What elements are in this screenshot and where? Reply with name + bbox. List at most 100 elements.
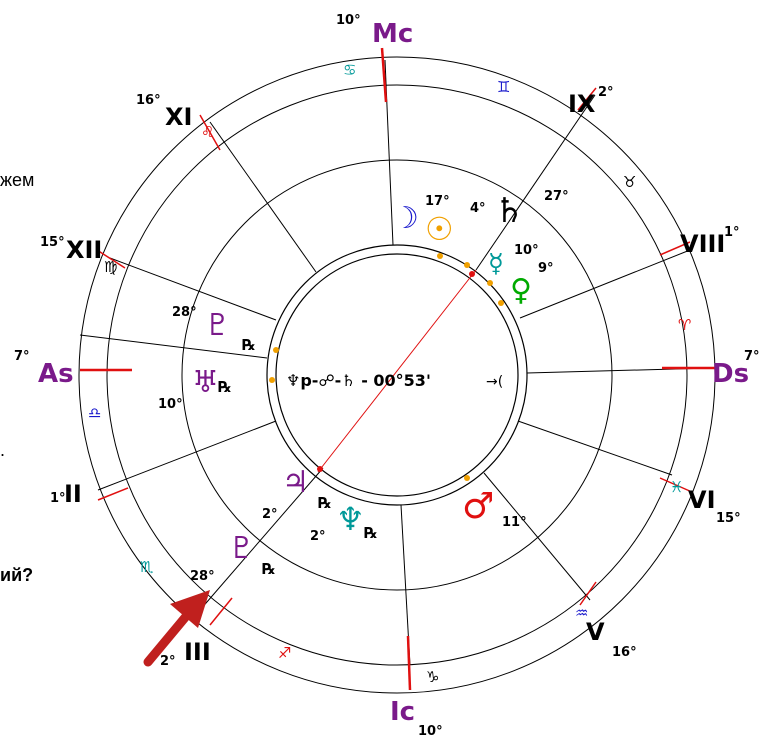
sign-aquarius: ♒ <box>575 604 588 622</box>
sun-degree: 4° <box>470 201 486 216</box>
house-8-degree: 1° <box>724 225 740 240</box>
pluto-glyph: ♇ <box>204 308 231 343</box>
neptune-degree: 2° <box>310 529 326 544</box>
sign-ring <box>106 84 688 666</box>
dot-venus <box>498 300 504 306</box>
dot-mars <box>464 475 470 481</box>
aspect-dot-jupiter <box>317 466 323 472</box>
house-3-label: III <box>184 638 211 666</box>
house-cusps <box>79 59 713 666</box>
house-12-degree: 15° <box>40 235 65 250</box>
house-6-degree: 15° <box>716 511 741 526</box>
outer-ring <box>78 56 716 694</box>
aspect-label: ♆р-☍-♄ - 00°53' <box>286 371 431 390</box>
ds-label: Ds <box>712 359 749 389</box>
cusp-12 <box>109 257 277 321</box>
aspect-dot-saturn <box>469 271 475 277</box>
cusp-8 <box>519 249 691 319</box>
mars-glyph: ♂ <box>462 486 494 527</box>
cusp-3 <box>199 467 324 611</box>
mars-degree: 11° <box>502 515 527 530</box>
house-11-label: XI <box>165 103 192 131</box>
house-2-label: II <box>64 480 82 508</box>
neptune-retro: ℞ <box>364 524 377 542</box>
cusp-5 <box>483 472 591 601</box>
moon-degree: 17° <box>425 194 450 209</box>
mark-11 <box>199 114 221 151</box>
as-degree: 7° <box>14 349 30 364</box>
sign-leo: ♌ <box>201 123 214 141</box>
cusp-11 <box>209 121 317 273</box>
angle-ticks <box>80 47 715 691</box>
saturn-degree: 27° <box>544 189 569 204</box>
mark-3 <box>209 597 233 626</box>
transit-pluto-retro: ℞ <box>262 560 275 578</box>
mc-label: Mc <box>372 19 413 49</box>
mark-12 <box>96 249 126 269</box>
mark-5 <box>579 581 597 606</box>
cusp-1 <box>79 334 268 359</box>
sign-scorpio: ♏ <box>140 558 154 576</box>
transit-pluto-degree: 28° <box>190 569 215 584</box>
sign-libra: ♎ <box>88 404 101 422</box>
ic-degree: 10° <box>418 724 443 739</box>
arrow-shaft <box>143 609 193 667</box>
neptune-glyph: ♆ <box>336 500 365 538</box>
ic-tick <box>406 635 412 691</box>
planet-dots <box>269 253 504 481</box>
cusp-2 <box>97 420 277 491</box>
sign-virgo: ♍ <box>104 258 117 276</box>
inner-ring-inner <box>275 253 519 497</box>
as-label: As <box>38 359 74 389</box>
cusp-6 <box>517 420 673 476</box>
jupiter-glyph: ♃ <box>282 465 309 500</box>
cropped-text-line-1: жем <box>0 170 35 190</box>
mercury-degree: 10° <box>514 243 539 258</box>
house-6-label: VI <box>688 486 716 514</box>
cropped-text-line-2: . <box>0 440 6 460</box>
cusp-marks <box>96 87 693 626</box>
mark-2 <box>97 487 129 501</box>
mark-6 <box>659 477 693 493</box>
mc-tick <box>380 47 388 103</box>
sign-taurus: ♉ <box>623 173 636 191</box>
saturn-glyph: ♄ <box>494 191 524 231</box>
pluto-degree: 28° <box>172 305 197 320</box>
house-2-degree: 1° <box>50 491 66 506</box>
sign-capricorn: ♑ <box>426 668 439 686</box>
cropped-text-line-3: ий? <box>0 565 34 585</box>
house-11-degree: 16° <box>136 93 161 108</box>
arrow-head <box>170 590 210 628</box>
opposition-aspect-line <box>317 269 477 473</box>
venus-glyph: ♀ <box>510 273 532 308</box>
dot-mercury <box>487 280 493 286</box>
house-12-label: XII <box>66 236 102 264</box>
moon-glyph: ☽ <box>392 201 419 236</box>
venus-degree: 9° <box>538 261 554 276</box>
dot-pluto <box>273 347 279 353</box>
jupiter-retro: ℞ <box>318 494 331 512</box>
sign-cancer: ♋ <box>343 61 356 79</box>
house-3-degree: 2° <box>160 654 176 669</box>
dot-sun <box>437 253 443 259</box>
mark-8 <box>659 241 691 256</box>
dot-uranus <box>269 377 275 383</box>
ic-label: Ic <box>390 697 415 727</box>
ds-degree: 7° <box>744 349 760 364</box>
uranus-glyph: ♅ <box>192 365 219 400</box>
sign-sagittarius: ♐ <box>278 644 291 662</box>
aspect-marker: →( <box>486 374 503 390</box>
house-9-degree: 2° <box>598 85 614 100</box>
sign-gemini: ♊ <box>497 78 510 96</box>
sign-pisces: ♓ <box>670 478 683 496</box>
house-5-label: V <box>586 618 605 646</box>
pointer-arrow <box>143 590 210 667</box>
sign-aries: ♈ <box>678 316 691 334</box>
house-8-label: VIII <box>680 230 725 258</box>
pluto-retro: ℞ <box>242 336 255 354</box>
inner-ring-outer <box>266 244 528 506</box>
uranus-retro: ℞ <box>218 378 231 396</box>
mercury-glyph: ☿ <box>488 249 504 279</box>
